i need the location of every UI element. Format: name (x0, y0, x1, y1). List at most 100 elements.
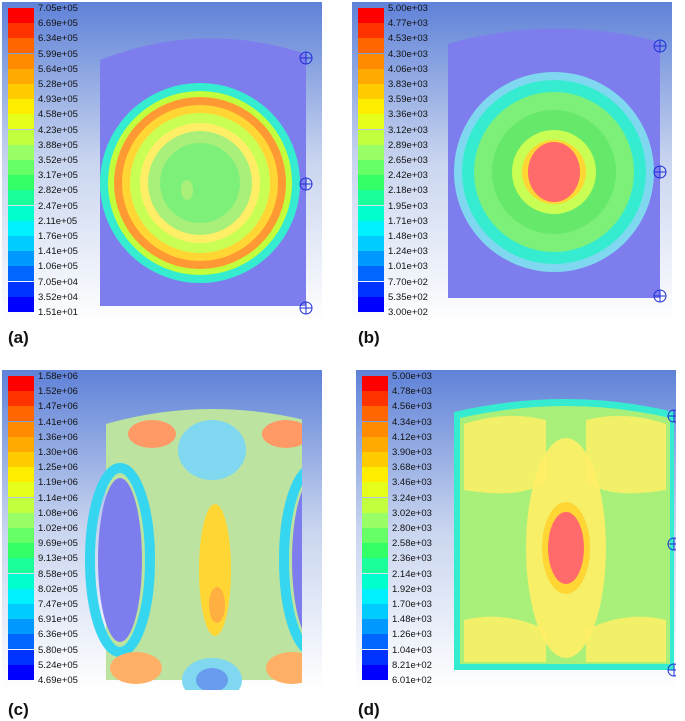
colorbar-label: 1.95e+03 (388, 200, 428, 212)
colorbar-label: 3.88e+05 (38, 139, 78, 151)
colorbar-label: 2.14e+03 (392, 568, 432, 580)
colorbar-swatch (362, 512, 388, 528)
colorbar-swatch (358, 99, 384, 115)
colorbar-label: 5.35e+02 (388, 291, 428, 303)
colorbar-swatch (358, 84, 384, 99)
contour-plot (100, 38, 313, 315)
colorbar-label: 7.05e+05 (38, 3, 78, 14)
colorbar-swatch (358, 281, 384, 297)
colorbar-swatch (8, 38, 34, 54)
colorbar-label: 4.77e+03 (388, 18, 428, 30)
colorbar-label: 5.00e+03 (392, 371, 432, 382)
colorbar-swatch (8, 482, 34, 498)
colorbar-swatch (8, 619, 34, 635)
colorbar-label: 2.42e+03 (388, 170, 428, 182)
colorbar-label: 1.48e+03 (388, 231, 428, 242)
colorbar-swatch (8, 588, 34, 604)
colorbar-label: 1.76e+05 (38, 231, 78, 242)
probe-marker-icon (667, 409, 676, 423)
colorbar-swatch (8, 296, 34, 312)
colorbar-swatch (8, 391, 34, 407)
probe-marker-icon (299, 177, 313, 191)
colorbar-label: 4.53e+03 (388, 33, 428, 45)
colorbar-label: 1.04e+03 (392, 644, 432, 656)
colorbar-swatch (8, 421, 34, 437)
colorbar-label: 4.69e+05 (38, 675, 78, 686)
colorbar-swatch (8, 205, 34, 221)
colorbar-swatch (8, 664, 34, 680)
colorbar-label: 5.24e+05 (38, 659, 78, 671)
colorbar-label: 1.71e+03 (388, 215, 428, 227)
colorbar-swatch (362, 376, 388, 391)
colorbar-label: 3.52e+04 (38, 291, 78, 303)
colorbar-swatch (8, 129, 34, 145)
colorbar-label: 8.02e+05 (38, 583, 78, 595)
colorbar-label: 4.30e+03 (388, 48, 428, 60)
colorbar-label: 4.34e+03 (392, 416, 432, 428)
colorbar-swatch (8, 406, 34, 422)
colorbar-swatch (358, 129, 384, 145)
colorbar-swatch (358, 160, 384, 175)
colorbar-label: 1.48e+03 (392, 614, 432, 626)
colorbar-label: 2.58e+03 (392, 538, 432, 550)
colorbar-label: 1.25e+06 (38, 462, 78, 474)
colorbar-label: 5.64e+05 (38, 63, 78, 75)
colorbar-swatch (362, 588, 388, 604)
colorbar-swatch (362, 467, 388, 483)
colorbar-label: 1.47e+06 (38, 401, 78, 413)
colorbar-label: 2.18e+03 (388, 185, 428, 197)
colorbar-label: 1.51e+01 (38, 307, 78, 318)
colorbar-label: 7.47e+05 (38, 599, 78, 610)
colorbar-label: 3.00e+02 (388, 307, 428, 318)
colorbar-swatch (8, 53, 34, 69)
colorbar-swatch (8, 497, 34, 513)
colorbar-swatch (358, 175, 384, 191)
colorbar-swatch (8, 160, 34, 175)
colorbar-swatch (8, 512, 34, 528)
panel-b: 5.00e+03 4.77e+03 4.53e+03 4.30e+03 4.06e+03… (352, 2, 672, 322)
colorbar-swatch (8, 558, 34, 574)
colorbar-swatch (358, 144, 384, 160)
colorbar-label: 1.41e+06 (38, 416, 78, 428)
colorbar-label: 1.01e+03 (388, 261, 428, 273)
colorbar-label: 3.52e+05 (38, 155, 78, 166)
colorbar-label: 6.34e+05 (38, 33, 78, 45)
panel-caption: (c) (8, 700, 29, 719)
colorbar-label: 8.21e+02 (392, 659, 432, 671)
colorbar-swatch (8, 68, 34, 84)
colorbar-label: 1.26e+03 (392, 629, 432, 641)
colorbar-swatch (362, 558, 388, 574)
colorbar-swatch (362, 543, 388, 559)
colorbar-label: 5.80e+05 (38, 644, 78, 656)
colorbar-label: 1.30e+06 (38, 447, 78, 458)
colorbar-label: 1.19e+06 (38, 477, 78, 489)
colorbar-label: 5.00e+03 (388, 3, 428, 14)
colorbar-swatch (8, 604, 34, 619)
colorbar-swatch (358, 296, 384, 312)
colorbar-label: 4.23e+05 (38, 124, 78, 136)
colorbar-label: 4.58e+05 (38, 109, 78, 121)
colorbar-label: 4.56e+03 (392, 401, 432, 413)
colorbar-label: 3.12e+03 (388, 124, 428, 136)
colorbar-swatch (8, 8, 34, 23)
probe-marker-icon (667, 663, 676, 677)
colorbar-swatch (362, 649, 388, 665)
colorbar-swatch (8, 452, 34, 467)
colorbar-label: 1.92e+03 (392, 583, 432, 595)
panel-d: 5.00e+03 4.78e+03 4.56e+03 4.34e+03 4.12e+03… (356, 370, 676, 690)
colorbar-swatch (8, 251, 34, 267)
colorbar-swatch (358, 251, 384, 267)
panel-a: 7.05e+05 6.69e+05 6.34e+05 5.99e+05 5.64e+05… (2, 2, 322, 322)
colorbar-swatch (8, 99, 34, 115)
colorbar-label: 6.91e+05 (38, 614, 78, 626)
panel-caption: (d) (358, 700, 380, 719)
probe-marker-icon (299, 301, 313, 315)
colorbar-label: 9.69e+05 (38, 538, 78, 550)
colorbar-swatch (8, 266, 34, 282)
colorbar-label: 1.58e+06 (38, 371, 78, 382)
colorbar-swatch (358, 266, 384, 282)
colorbar-label: 5.99e+05 (38, 48, 78, 60)
colorbar-swatch (362, 482, 388, 498)
colorbar-swatch (358, 8, 384, 23)
colorbar-swatch (358, 220, 384, 236)
